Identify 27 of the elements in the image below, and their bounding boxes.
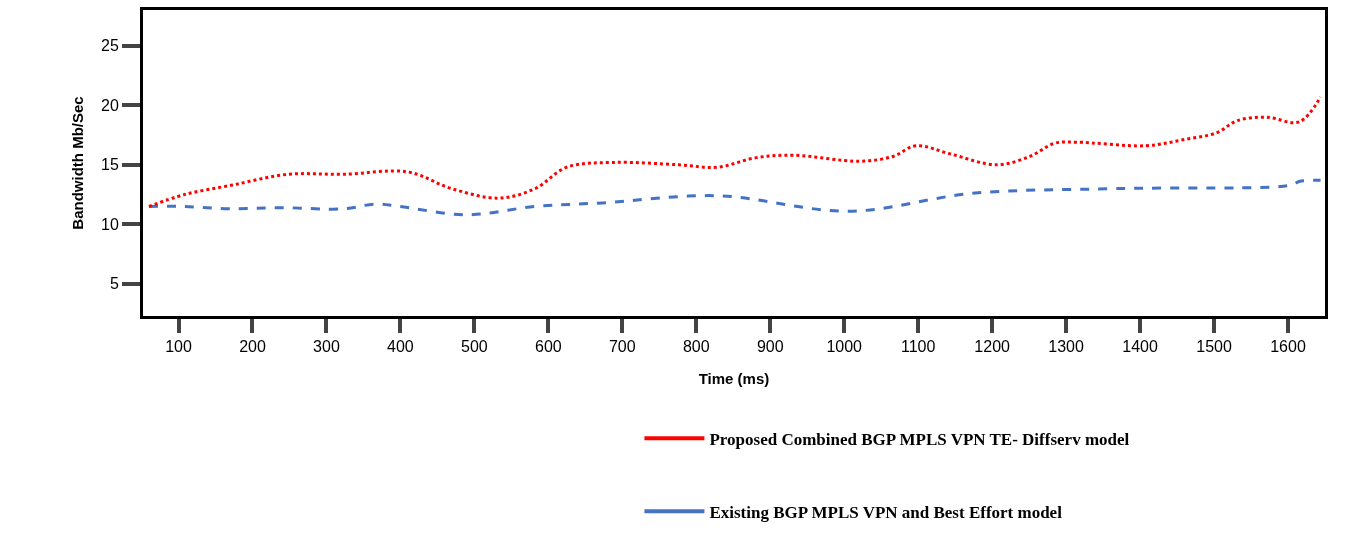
x-tick-label: 800 [682,338,710,356]
x-axis-title: Time (ms) [698,370,770,388]
x-tick-label: 200 [239,338,266,356]
x-tick-label: 700 [608,338,636,356]
y-tick-label: 15 [101,156,119,174]
line-series [147,95,1323,208]
x-tick-label: 100 [165,338,192,356]
x-tick-label: 1100 [900,338,936,356]
x-tick-label: 500 [461,338,488,356]
y-tick-label: 20 [101,96,119,114]
x-tick-label: 1000 [826,338,863,356]
x-tick-label: 1500 [1196,338,1232,356]
line-series [147,178,1323,217]
x-tick-label: 1200 [974,338,1011,356]
x-tick-label: 600 [534,338,562,356]
x-tick-label: 400 [387,338,414,356]
x-tick-label: 900 [756,338,784,356]
x-tick-label: 1300 [1048,338,1085,356]
y-tick-label: 5 [109,275,119,293]
x-tick-label: 300 [313,338,340,356]
y-tick-label: 10 [101,215,119,233]
y-axis-title: Bandwidth Mb/Sec [69,96,87,230]
x-tick-label: 1400 [1122,338,1158,356]
y-tick-label: 25 [101,37,119,55]
legend-label: Existing BGP MPLS VPN and Best Effort model [709,502,1063,522]
x-tick-label: 1600 [1270,338,1306,356]
legend-label: Proposed Combined BGP MPLS VPN TE- Diffserv model [709,429,1130,449]
